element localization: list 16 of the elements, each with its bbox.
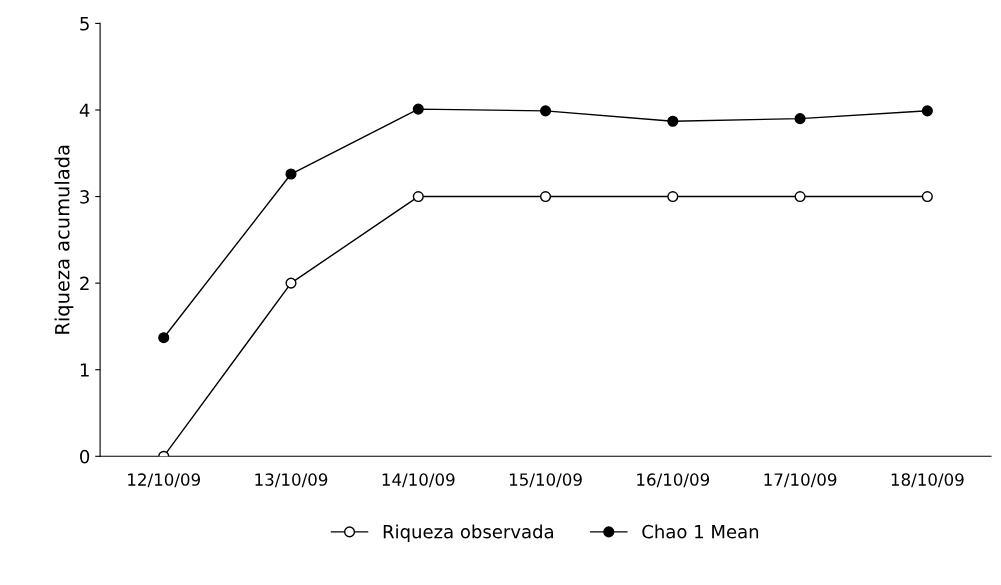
- y-tick-label: 4: [79, 103, 90, 117]
- x-tick-label: 16/10/09: [637, 473, 710, 488]
- x-tick-label: 18/10/09: [891, 473, 964, 488]
- y-axis-title: Riqueza acumulada: [54, 145, 74, 334]
- x-tick-label: 15/10/09: [509, 473, 582, 488]
- x-tick-label: 14/10/09: [382, 473, 455, 488]
- y-tick-label: 0: [80, 449, 90, 464]
- x-tick-label: 13/10/09: [255, 473, 328, 488]
- y-tick-label: 2: [80, 276, 89, 290]
- x-tick-label: 17/10/09: [764, 473, 837, 488]
- y-tick-label: 1: [80, 363, 89, 377]
- y-tick-label: 3: [80, 190, 89, 204]
- legend-label: Riqueza observada: [383, 524, 553, 542]
- x-tick-label: 12/10/09: [128, 473, 200, 488]
- y-tick-label: 5: [80, 17, 89, 31]
- legend-label: Chao 1 Mean: [642, 524, 759, 539]
